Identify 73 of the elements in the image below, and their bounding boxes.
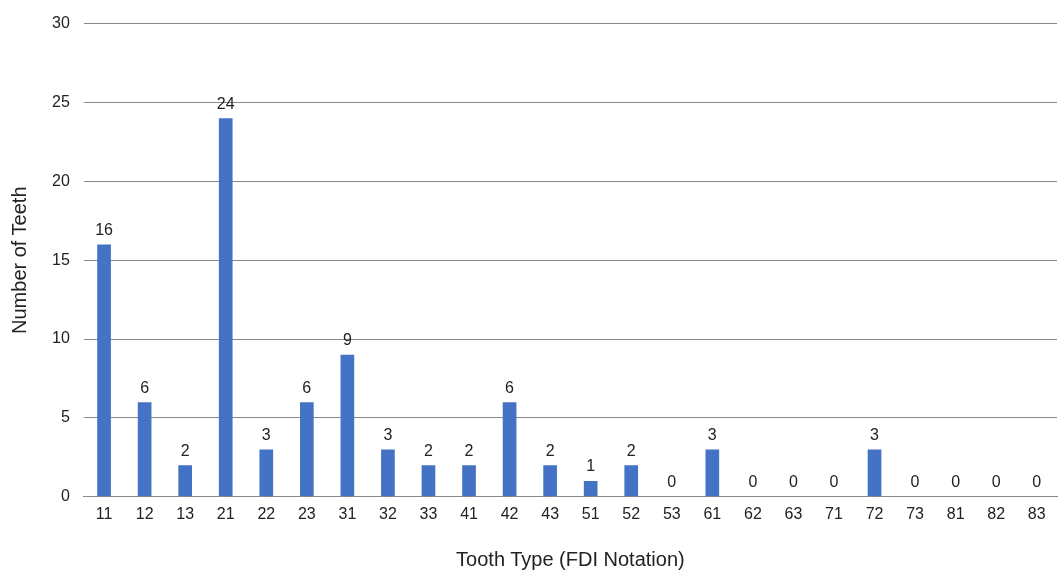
x-axis-title: Tooth Type (FDI Notation) bbox=[456, 547, 685, 570]
x-tick-label: 71 bbox=[825, 504, 843, 522]
x-tick-label: 13 bbox=[176, 504, 195, 522]
data-label: 6 bbox=[140, 378, 150, 396]
bar bbox=[705, 449, 720, 497]
data-label: 0 bbox=[667, 473, 677, 491]
bar bbox=[259, 449, 274, 497]
data-label: 0 bbox=[1032, 473, 1042, 491]
data-label: 0 bbox=[748, 473, 758, 491]
x-tick-label: 81 bbox=[946, 504, 965, 522]
bar bbox=[137, 402, 152, 497]
data-label: 0 bbox=[910, 473, 920, 491]
x-tick-label: 31 bbox=[338, 504, 357, 522]
bar bbox=[97, 244, 111, 497]
bar bbox=[218, 118, 233, 497]
y-tick-label: 5 bbox=[60, 408, 70, 426]
data-label: 3 bbox=[707, 425, 717, 443]
y-tick-label: 30 bbox=[52, 14, 70, 32]
x-tick-label: 72 bbox=[865, 504, 884, 522]
data-label: 0 bbox=[788, 473, 798, 491]
data-label: 24 bbox=[216, 94, 235, 112]
data-label: 3 bbox=[383, 425, 393, 443]
bar bbox=[502, 402, 517, 497]
x-tick-label: 53 bbox=[662, 504, 681, 522]
bar bbox=[583, 481, 598, 497]
data-label: 0 bbox=[951, 473, 961, 491]
y-tick-label: 0 bbox=[60, 487, 70, 505]
x-tick-label: 22 bbox=[257, 504, 276, 522]
x-tick-label: 63 bbox=[784, 504, 803, 522]
x-tick-label: 41 bbox=[460, 504, 479, 522]
x-tick-label: 62 bbox=[743, 504, 762, 522]
data-label: 1 bbox=[586, 457, 596, 475]
y-tick-label: 25 bbox=[52, 92, 70, 110]
data-label: 2 bbox=[464, 441, 474, 459]
bar bbox=[178, 465, 193, 497]
x-tick-label: 73 bbox=[906, 504, 925, 522]
x-tick-label: 82 bbox=[987, 504, 1006, 522]
bar bbox=[543, 465, 557, 497]
x-tick-label: 21 bbox=[216, 504, 235, 522]
x-tick-label: 33 bbox=[419, 504, 438, 522]
bar bbox=[462, 465, 476, 497]
bar bbox=[340, 354, 355, 497]
data-label: 9 bbox=[342, 331, 352, 349]
bar bbox=[421, 465, 436, 497]
data-label: 2 bbox=[626, 441, 636, 459]
data-label: 2 bbox=[545, 441, 555, 459]
data-label: 6 bbox=[505, 378, 515, 396]
x-tick-label: 52 bbox=[622, 504, 641, 522]
y-tick-label: 20 bbox=[52, 171, 70, 189]
data-label: 0 bbox=[829, 473, 839, 491]
x-tick-label: 61 bbox=[703, 504, 722, 522]
data-label: 3 bbox=[870, 425, 880, 443]
y-tick-label: 10 bbox=[52, 329, 70, 347]
x-tick-label: 11 bbox=[95, 504, 113, 522]
x-tick-label: 43 bbox=[541, 504, 560, 522]
bar bbox=[867, 449, 882, 497]
bar bbox=[381, 449, 395, 497]
data-label: 3 bbox=[261, 425, 271, 443]
data-label: 16 bbox=[95, 220, 114, 238]
y-tick-label: 15 bbox=[52, 250, 70, 268]
bar bbox=[624, 465, 639, 497]
x-tick-label: 51 bbox=[581, 504, 600, 522]
data-label: 6 bbox=[302, 378, 312, 396]
data-label: 0 bbox=[991, 473, 1001, 491]
y-axis-title: Number of Teeth bbox=[7, 186, 30, 334]
x-tick-label: 42 bbox=[500, 504, 519, 522]
x-tick-label: 32 bbox=[379, 504, 397, 522]
x-tick-label: 83 bbox=[1027, 504, 1046, 522]
data-label: 2 bbox=[424, 441, 434, 459]
x-tick-label: 23 bbox=[297, 504, 316, 522]
data-label: 2 bbox=[180, 441, 190, 459]
bar bbox=[299, 402, 314, 497]
x-tick-label: 12 bbox=[135, 504, 154, 522]
